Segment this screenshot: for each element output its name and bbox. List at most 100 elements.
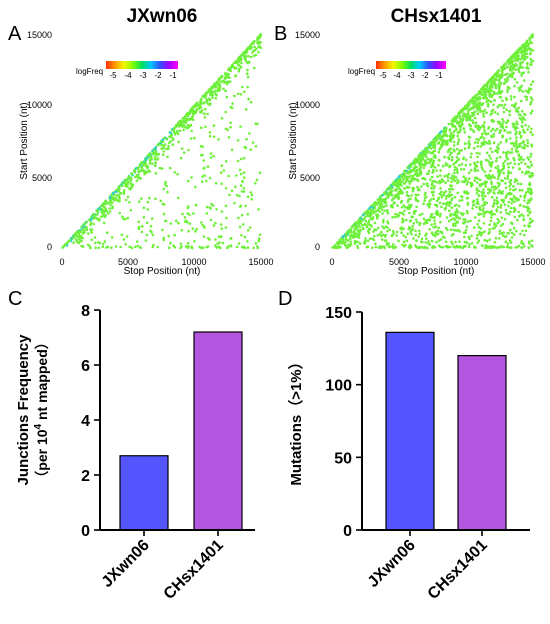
data-point	[386, 226, 389, 229]
data-point	[392, 246, 395, 250]
data-point	[158, 166, 162, 170]
data-point	[433, 166, 437, 169]
data-point	[464, 113, 467, 116]
data-point	[530, 143, 533, 146]
data-point	[461, 180, 464, 183]
data-point	[402, 227, 405, 231]
data-point	[529, 160, 532, 164]
data-point	[129, 176, 133, 180]
data-point	[203, 94, 206, 97]
data-point	[512, 188, 515, 192]
data-point	[501, 190, 504, 193]
data-point	[155, 153, 159, 157]
data-point	[499, 224, 503, 228]
data-point	[153, 158, 157, 161]
data-point	[504, 182, 507, 185]
data-point	[447, 157, 451, 161]
data-point	[523, 144, 526, 147]
data-point	[416, 221, 419, 224]
data-point	[449, 245, 452, 249]
data-point	[119, 191, 122, 195]
data-point	[500, 66, 503, 69]
data-point	[350, 233, 353, 237]
data-point	[452, 162, 455, 166]
data-point	[199, 144, 203, 148]
data-point	[524, 193, 527, 197]
data-point	[371, 206, 375, 209]
data-point	[473, 179, 477, 182]
data-point	[358, 225, 362, 229]
data-point	[370, 224, 373, 227]
data-point	[438, 131, 442, 135]
data-point	[453, 204, 457, 207]
data-point	[228, 68, 231, 71]
data-point	[506, 245, 509, 248]
data-point	[521, 53, 524, 57]
data-point	[233, 67, 237, 70]
data-point	[180, 228, 184, 232]
data-point	[349, 228, 352, 231]
data-point	[476, 145, 479, 148]
data-point	[165, 184, 168, 188]
data-point	[222, 87, 225, 91]
data-point	[487, 91, 491, 94]
data-point	[457, 140, 460, 144]
data-point	[163, 182, 167, 186]
data-point	[226, 128, 230, 132]
data-point	[412, 222, 416, 225]
data-point	[225, 95, 229, 99]
data-point	[517, 182, 520, 185]
data-point	[218, 77, 221, 81]
data-point	[215, 246, 219, 249]
data-point	[497, 143, 500, 146]
data-point	[257, 45, 260, 49]
data-point	[353, 227, 357, 231]
data-point	[509, 210, 512, 213]
data-point	[482, 112, 485, 116]
data-point	[519, 64, 522, 67]
data-point	[515, 64, 519, 67]
data-point	[515, 130, 518, 134]
data-point	[395, 230, 399, 234]
data-point	[246, 68, 249, 72]
data-point	[482, 125, 486, 129]
data-point	[258, 233, 262, 236]
category-label: JXwn06	[365, 537, 419, 591]
data-point	[110, 236, 114, 239]
data-point	[483, 97, 486, 100]
data-point	[499, 191, 502, 194]
data-point	[459, 128, 462, 131]
data-point	[499, 141, 503, 144]
data-point	[77, 232, 81, 236]
data-point	[350, 225, 354, 229]
data-point	[143, 169, 146, 172]
data-point	[245, 50, 249, 54]
data-point	[489, 190, 492, 193]
data-point	[506, 174, 510, 178]
data-point	[397, 196, 401, 199]
y-tick-label: 100	[325, 378, 352, 395]
data-point	[520, 134, 523, 138]
data-point	[416, 193, 420, 197]
data-point	[486, 192, 490, 195]
data-point	[402, 240, 406, 244]
data-point	[98, 218, 101, 222]
data-point	[239, 172, 243, 176]
data-point	[482, 207, 485, 210]
data-point	[344, 233, 348, 236]
data-point	[212, 154, 215, 158]
data-point	[108, 196, 112, 200]
data-point	[457, 204, 461, 208]
data-point	[473, 167, 477, 170]
data-point	[495, 157, 499, 160]
data-point	[495, 199, 499, 202]
data-point	[454, 240, 457, 244]
data-point	[503, 82, 506, 85]
data-point	[86, 243, 90, 247]
data-point	[434, 225, 438, 228]
x-tick-labels-a: 0 5000 10000 15000	[59, 257, 273, 267]
data-point	[244, 204, 247, 208]
data-point	[514, 133, 517, 136]
data-point	[530, 239, 534, 242]
data-point	[78, 237, 81, 240]
